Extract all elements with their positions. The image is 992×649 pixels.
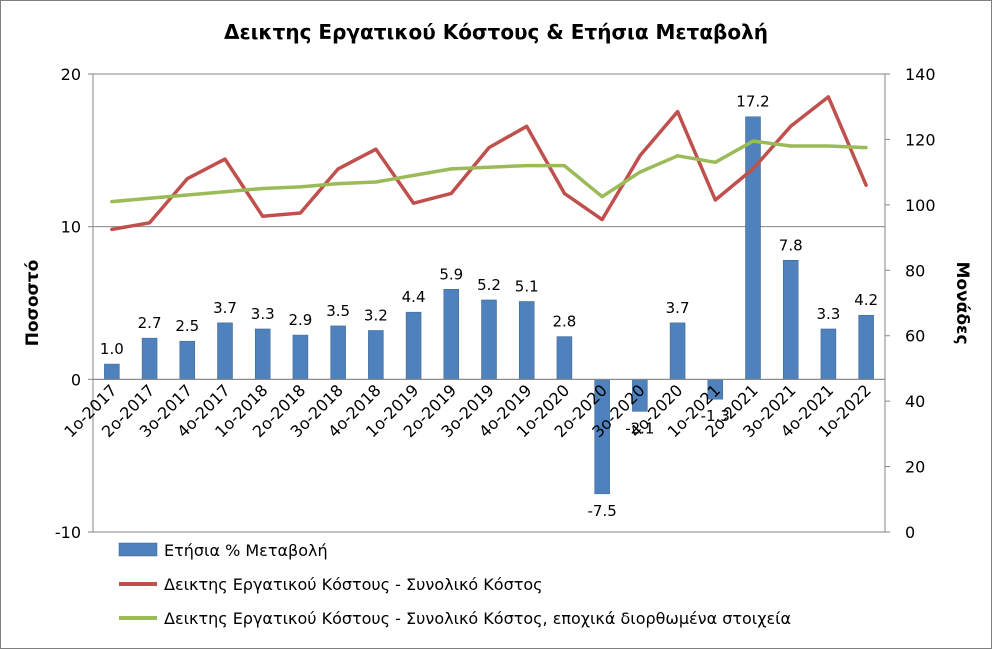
- bar-data-label: 5.1: [515, 277, 539, 295]
- y-axis-left-label: Ποσοστό: [23, 260, 43, 347]
- bar-data-label: 3.5: [326, 302, 350, 320]
- y-tick-label-right: 0: [905, 523, 915, 542]
- legend-swatch-bar: [118, 542, 158, 557]
- bar-data-label: 7.8: [779, 236, 803, 254]
- data-labels: 1.0 2.7 2.5 3.7 3.3 2.9 3.5 3.2 4.4 5.9 5.2 5.1 2.8 -…: [100, 93, 878, 520]
- bar: [858, 314, 874, 380]
- bar-series: [104, 116, 874, 495]
- y-axis-right-label: Μονάδες: [952, 261, 972, 344]
- bar: [141, 337, 158, 380]
- bar-data-label: 2.8: [552, 313, 576, 331]
- bar-data-label: 5.2: [477, 276, 501, 294]
- bar: [745, 116, 761, 380]
- bar-data-label: -1.3: [701, 407, 730, 425]
- bar-data-label: 17.2: [736, 93, 769, 111]
- y-tick-label-left: 20: [61, 65, 81, 84]
- bar: [669, 322, 686, 380]
- line-series-1: [110, 95, 868, 232]
- bar: [518, 301, 535, 380]
- bar-data-label: 3.3: [816, 305, 840, 323]
- y-tick-label-right: 40: [905, 392, 925, 411]
- bar: [179, 340, 196, 380]
- bar-data-label: 3.2: [364, 306, 388, 324]
- bar: [481, 299, 497, 380]
- y-tick-label-right: 60: [905, 327, 925, 346]
- y-tick-label-right: 120: [905, 130, 936, 149]
- bar-data-label: 2.7: [138, 314, 162, 332]
- category-labels: 1ο-20172ο-20173ο-20174ο-20171ο-20182ο-20…: [60, 381, 875, 441]
- bar: [254, 328, 271, 380]
- legend-entry: Δεικτης Εργατικού Κόστους - Συνολικό Κόσ…: [164, 609, 791, 628]
- y-tick-label-right: 80: [905, 261, 925, 280]
- bar: [556, 336, 573, 380]
- bar-data-label: 4.4: [402, 288, 426, 306]
- bar: [368, 330, 384, 380]
- axes: -10 0 10 20 0 20 40 60 80 100 120 140: [55, 65, 936, 542]
- bar: [405, 311, 422, 380]
- legend-entry: Ετήσια % Μεταβολή: [164, 541, 328, 560]
- bar: [443, 289, 460, 380]
- bar: [292, 334, 309, 380]
- bar: [782, 260, 799, 380]
- bar-data-label: 5.9: [439, 265, 463, 283]
- bar: [330, 325, 346, 380]
- bar-data-label: -2.1: [625, 419, 654, 437]
- y-tick-label-left: 0: [71, 370, 81, 389]
- line-series-2: [110, 139, 868, 204]
- bar: [217, 322, 233, 380]
- bar: [820, 328, 837, 380]
- chart-title: Δεικτης Εργατικού Κόστους & Ετήσια Μεταβ…: [224, 20, 768, 44]
- bar-data-label: 3.7: [666, 299, 690, 317]
- bar-data-label: 1.0: [100, 340, 124, 358]
- bar-data-label: 2.5: [175, 317, 199, 335]
- y-tick-label-left: -10: [55, 523, 81, 542]
- y-tick-label-left: 10: [61, 218, 81, 237]
- bar-data-label: 3.7: [213, 299, 237, 317]
- legend: Ετήσια % Μεταβολή Δεικτης Εργατικού Κόστο…: [118, 541, 791, 628]
- bar: [104, 363, 120, 380]
- bar-data-label: 2.9: [288, 311, 312, 329]
- y-tick-label-right: 20: [905, 458, 925, 477]
- y-tick-label-right: 100: [905, 196, 936, 215]
- bar-data-label: 4.2: [854, 291, 878, 309]
- bar-data-label: 3.3: [251, 305, 275, 323]
- y-tick-label-right: 140: [905, 65, 936, 84]
- line-series: [110, 95, 868, 232]
- legend-entry: Δεικτης Εργατικού Κόστους - Συνολικό Κόσ…: [164, 575, 543, 594]
- bar-data-label: -7.5: [588, 502, 617, 520]
